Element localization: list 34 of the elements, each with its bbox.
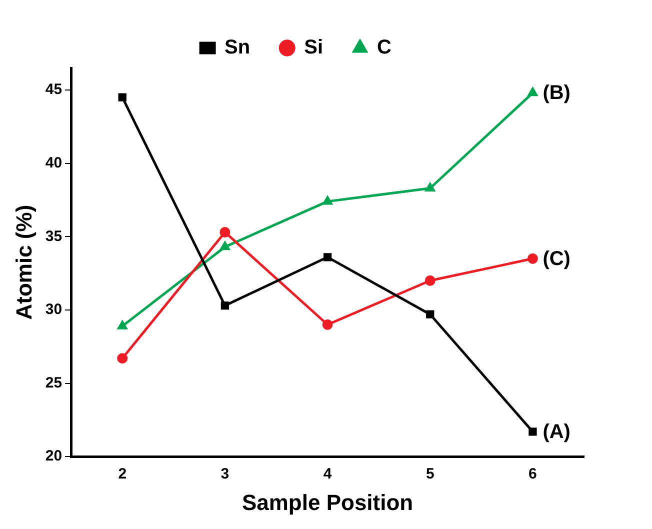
annotation: (B) [542, 82, 570, 104]
x-tick-label: 5 [426, 466, 434, 483]
point [118, 320, 128, 330]
point [426, 310, 434, 318]
point [220, 301, 230, 310]
point [322, 319, 333, 330]
y-tick-label: 35 [45, 228, 62, 245]
legend-label: Sn [224, 36, 250, 59]
point [425, 182, 435, 192]
point [220, 226, 230, 238]
x-tick-label: 4 [323, 466, 332, 483]
legend-label: C [377, 36, 392, 59]
y-tick-label: 20 [45, 448, 62, 465]
point [323, 253, 332, 262]
point [322, 196, 332, 205]
annotation: (A) [542, 420, 570, 443]
x-tick-label: 6 [528, 466, 537, 483]
point [117, 353, 128, 364]
point [527, 253, 538, 264]
point [220, 242, 230, 250]
y-tick-label: 30 [45, 301, 62, 318]
x-tick-label: 3 [220, 466, 230, 483]
y-tick-label: 25 [45, 374, 62, 392]
annotation: (C) [542, 248, 570, 270]
point [528, 428, 537, 436]
x-tick-label: 2 [118, 466, 127, 483]
y-tick-label: 40 [45, 154, 62, 172]
point [424, 275, 436, 286]
y-tick-label: 45 [45, 81, 62, 98]
x-axis-title: Sample Position [242, 490, 414, 515]
point [118, 93, 126, 102]
point [528, 88, 538, 96]
y-axis-title: Atomic (%) [11, 204, 36, 320]
legend-label: Si [304, 36, 324, 59]
